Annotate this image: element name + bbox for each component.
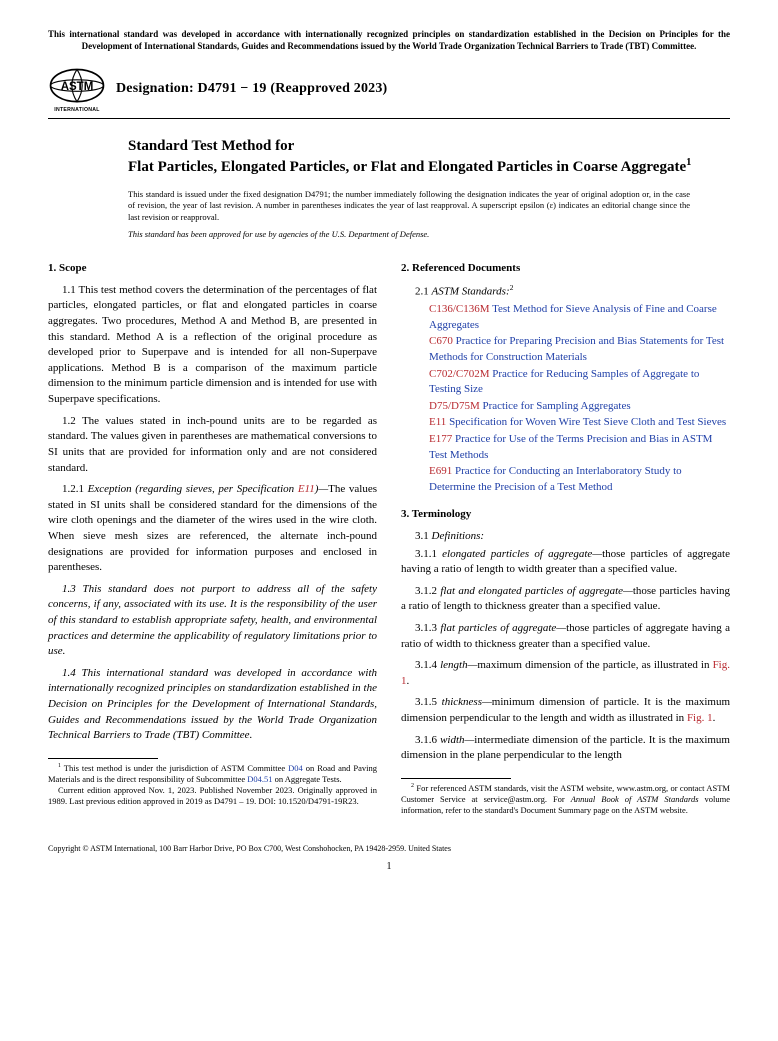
- footnote-1: 1 This test method is under the jurisdic…: [48, 763, 377, 785]
- term-3-1-5: 3.1.5 thickness—minimum dimension of par…: [401, 695, 730, 726]
- issuance-note: This standard is issued under the fixed …: [128, 189, 690, 223]
- para-1-4: 1.4 This international standard was deve…: [48, 666, 377, 744]
- title-main: Flat Particles, Elongated Particles, or …: [128, 156, 710, 177]
- ref-item[interactable]: E691 Practice for Conducting an Interlab…: [415, 464, 730, 495]
- term-3-1-1: 3.1.1 elongated particles of aggregate—t…: [401, 547, 730, 578]
- ref-item[interactable]: C702/C702M Practice for Reducing Samples…: [415, 367, 730, 398]
- ref-desc[interactable]: Practice for Sampling Aggregates: [480, 400, 631, 412]
- term-3-1-4: 3.1.4 length—maximum dimension of the pa…: [401, 658, 730, 689]
- title-superscript: 1: [686, 157, 691, 168]
- ref-code[interactable]: C702/C702M: [429, 368, 490, 380]
- link-d04[interactable]: D04: [288, 763, 303, 773]
- ref-code[interactable]: C670: [429, 335, 453, 347]
- para-1-2: 1.2 The values stated in inch-pound unit…: [48, 414, 377, 476]
- tbt-notice: This international standard was develope…: [48, 28, 730, 52]
- title-block: Standard Test Method for Flat Particles,…: [128, 137, 710, 177]
- title-main-text: Flat Particles, Elongated Particles, or …: [128, 159, 686, 175]
- footnote-rule-left: [48, 758, 158, 759]
- para-1-1: 1.1 This test method covers the determin…: [48, 283, 377, 408]
- footnote-rule-right: [401, 778, 511, 779]
- ref-code[interactable]: D75/D75M: [429, 400, 480, 412]
- term-3-1-6: 3.1.6 width—intermediate dimension of th…: [401, 733, 730, 764]
- designation: Designation: D4791 − 19 (Reapproved 2023…: [116, 81, 387, 97]
- refs-heading: 2. Referenced Documents: [401, 261, 730, 277]
- dod-notice: This standard has been approved for use …: [128, 229, 690, 239]
- title-lead: Standard Test Method for: [128, 137, 710, 156]
- astm-logo-icon: ASTM INTERNATIONAL: [48, 66, 106, 112]
- ref-code[interactable]: E177: [429, 433, 452, 445]
- ref-item[interactable]: E11 Specification for Woven Wire Test Si…: [415, 415, 730, 431]
- scope-heading: 1. Scope: [48, 261, 377, 277]
- page-number: 1: [48, 861, 730, 872]
- ref-code[interactable]: E691: [429, 465, 452, 477]
- header-row: ASTM INTERNATIONAL Designation: D4791 − …: [48, 66, 730, 112]
- link-fig1-b[interactable]: Fig. 1: [687, 712, 713, 724]
- para-1-3: 1.3 This standard does not purport to ad…: [48, 582, 377, 660]
- term-3-1-2: 3.1.2 flat and elongated particles of ag…: [401, 584, 730, 615]
- logo-text-top: ASTM: [61, 81, 94, 93]
- ref-item[interactable]: C670 Practice for Preparing Precision an…: [415, 334, 730, 365]
- ref-desc[interactable]: Specification for Woven Wire Test Sieve …: [446, 416, 726, 428]
- ref-desc[interactable]: Practice for Use of the Terms Precision …: [429, 433, 712, 461]
- body-columns: 1. Scope 1.1 This test method covers the…: [48, 257, 730, 816]
- para-1-2-1: 1.2.1 Exception (regarding sieves, per S…: [48, 482, 377, 576]
- ref-item[interactable]: E177 Practice for Use of the Terms Preci…: [415, 432, 730, 463]
- footnote-1b: Current edition approved Nov. 1, 2023. P…: [48, 785, 377, 807]
- ref-desc[interactable]: Practice for Conducting an Interlaborato…: [429, 465, 682, 493]
- refs-list: C136/C136M Test Method for Sieve Analysi…: [401, 302, 730, 495]
- footnote-2: 2 For referenced ASTM standards, visit t…: [401, 783, 730, 816]
- logo-text-bottom: INTERNATIONAL: [54, 107, 99, 112]
- link-e11-inline[interactable]: E11: [298, 483, 315, 495]
- link-d04-51[interactable]: D04.51: [247, 774, 272, 784]
- term-lead: 3.1 Definitions:: [401, 529, 730, 545]
- ref-item[interactable]: C136/C136M Test Method for Sieve Analysi…: [415, 302, 730, 333]
- ref-item[interactable]: D75/D75M Practice for Sampling Aggregate…: [415, 399, 730, 415]
- left-column: 1. Scope 1.1 This test method covers the…: [48, 257, 377, 816]
- term-3-1-3: 3.1.3 flat particles of aggregate—those …: [401, 621, 730, 652]
- refs-lead: 2.1 ASTM Standards:2: [401, 283, 730, 300]
- page: This international standard was develope…: [0, 0, 778, 892]
- header-rule: [48, 118, 730, 119]
- ref-code[interactable]: E11: [429, 416, 446, 428]
- copyright: Copyright © ASTM International, 100 Barr…: [48, 844, 730, 853]
- page-bottom: Copyright © ASTM International, 100 Barr…: [48, 844, 730, 872]
- term-heading: 3. Terminology: [401, 507, 730, 523]
- ref-desc[interactable]: Practice for Preparing Precision and Bia…: [429, 335, 724, 363]
- right-column: 2. Referenced Documents 2.1 ASTM Standar…: [401, 257, 730, 816]
- ref-code[interactable]: C136/C136M: [429, 303, 490, 315]
